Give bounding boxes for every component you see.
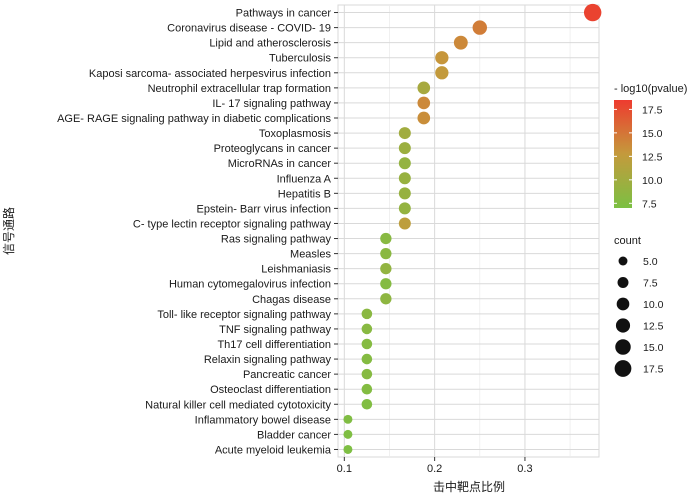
data-point (417, 96, 431, 110)
size-legend-label: 12.5 (643, 321, 664, 333)
data-point (435, 66, 449, 80)
category-label: MicroRNAs in cancer (228, 158, 332, 170)
data-point (398, 187, 411, 200)
category-label: Bladder cancer (257, 429, 331, 441)
category-label: TNF signaling pathway (219, 324, 331, 336)
size-legend-dot (618, 256, 628, 266)
size-legend-title: count (614, 235, 641, 247)
size-legend-dot (616, 297, 630, 311)
data-point (398, 142, 411, 155)
data-point (343, 444, 353, 454)
category-label: Coronavirus disease - COVID- 19 (167, 23, 331, 35)
category-label: Osteoclast differentiation (210, 384, 331, 396)
category-label: Proteoglycans in cancer (214, 143, 332, 155)
size-legend-dot (615, 339, 631, 355)
color-bar-tick-label: 10.0 (642, 175, 663, 187)
data-point (380, 293, 392, 305)
data-point (398, 172, 411, 185)
grid-layer (338, 5, 599, 457)
data-point (417, 81, 431, 95)
data-point (361, 368, 373, 380)
data-point (435, 51, 449, 65)
category-label: IL- 17 signaling pathway (212, 98, 331, 110)
data-point (343, 429, 353, 439)
category-label: Ras signaling pathway (221, 234, 332, 246)
y-ticks (334, 12, 338, 450)
x-tick-label: 0.2 (427, 463, 442, 475)
category-label: Lipid and atherosclerosis (209, 38, 331, 50)
color-bar-tick-label: 7.5 (642, 198, 657, 210)
category-label: Human cytomegalovirus infection (169, 279, 331, 291)
points-layer (343, 3, 602, 454)
data-point (398, 127, 411, 140)
x-tick-label: 0.3 (517, 463, 532, 475)
category-label: Tuberculosis (269, 53, 331, 65)
data-point (380, 278, 392, 290)
y-axis-title: 信号通路 (1, 207, 16, 255)
size-legend-label: 5.0 (643, 256, 658, 268)
category-label: Measles (290, 249, 331, 261)
color-legend: - log10(pvalue) 7.5 10.0 12.5 15.0 17.5 (614, 83, 687, 210)
data-point (380, 263, 392, 275)
data-point (361, 353, 373, 365)
data-point (361, 338, 373, 350)
data-point (380, 247, 392, 260)
size-legend-dot (615, 318, 631, 333)
category-label: Natural killer cell mediated cytotoxicit… (145, 399, 331, 411)
category-label: Acute myeloid leukemia (215, 444, 332, 456)
data-point (453, 35, 468, 50)
x-axis-title: 击中靶点比例 (433, 479, 505, 494)
category-label: Epstein- Barr virus infection (197, 203, 332, 215)
data-point (398, 202, 411, 215)
category-label: Influenza A (277, 173, 332, 185)
category-label: Th17 cell differentiation (217, 339, 331, 351)
data-point (417, 111, 431, 125)
color-bar-ticks: 7.5 10.0 12.5 15.0 17.5 (614, 104, 663, 210)
size-legend-label: 15.0 (643, 342, 664, 354)
category-label: Toxoplasmosis (259, 128, 332, 140)
size-legend-dot (614, 360, 632, 377)
data-point (343, 414, 353, 424)
data-point (361, 398, 373, 410)
category-label: AGE- RAGE signaling pathway in diabetic … (57, 113, 331, 125)
category-label: C- type lectin receptor signaling pathwa… (133, 218, 332, 230)
category-label: Inflammatory bowel disease (195, 414, 331, 426)
color-legend-title: - log10(pvalue) (614, 83, 687, 95)
data-point (361, 383, 373, 395)
color-bar-tick-label: 12.5 (642, 151, 663, 163)
data-point (361, 323, 373, 335)
data-point (380, 232, 392, 245)
data-point (583, 3, 602, 22)
category-labels: Pathways in cancer Coronavirus disease - … (57, 8, 332, 457)
size-legend-label: 10.0 (643, 299, 664, 311)
data-point (398, 217, 411, 230)
category-label: Pathways in cancer (236, 8, 332, 20)
data-point (472, 20, 488, 35)
category-label: Chagas disease (252, 294, 331, 306)
color-bar-tick-label: 17.5 (642, 104, 663, 116)
size-legend-items: 5.0 7.5 10.0 12.5 15.0 17.5 (614, 256, 664, 377)
size-legend-dot (617, 277, 629, 288)
category-label: Relaxin signaling pathway (204, 354, 332, 366)
category-label: Kaposi sarcoma- associated herpesvirus i… (89, 68, 331, 80)
category-label: Toll- like receptor signaling pathway (157, 309, 331, 321)
category-label: Hepatitis B (278, 188, 331, 200)
color-bar-tick-label: 15.0 (642, 128, 663, 140)
color-bar (614, 100, 632, 208)
x-ticks: 0.1 0.2 0.3 (337, 457, 533, 475)
x-tick-label: 0.1 (337, 463, 352, 475)
category-label: Leishmaniasis (261, 264, 331, 276)
size-legend-label: 7.5 (643, 278, 658, 290)
plot-panel (337, 4, 600, 458)
data-point (361, 308, 373, 320)
size-legend-label: 17.5 (643, 364, 664, 376)
category-label: Pancreatic cancer (243, 369, 331, 381)
data-point (398, 157, 411, 170)
size-legend: count 5.0 7.5 10.0 12.5 15.0 17.5 (614, 235, 664, 377)
category-label: Neutrophil extracellular trap formation (148, 83, 331, 95)
